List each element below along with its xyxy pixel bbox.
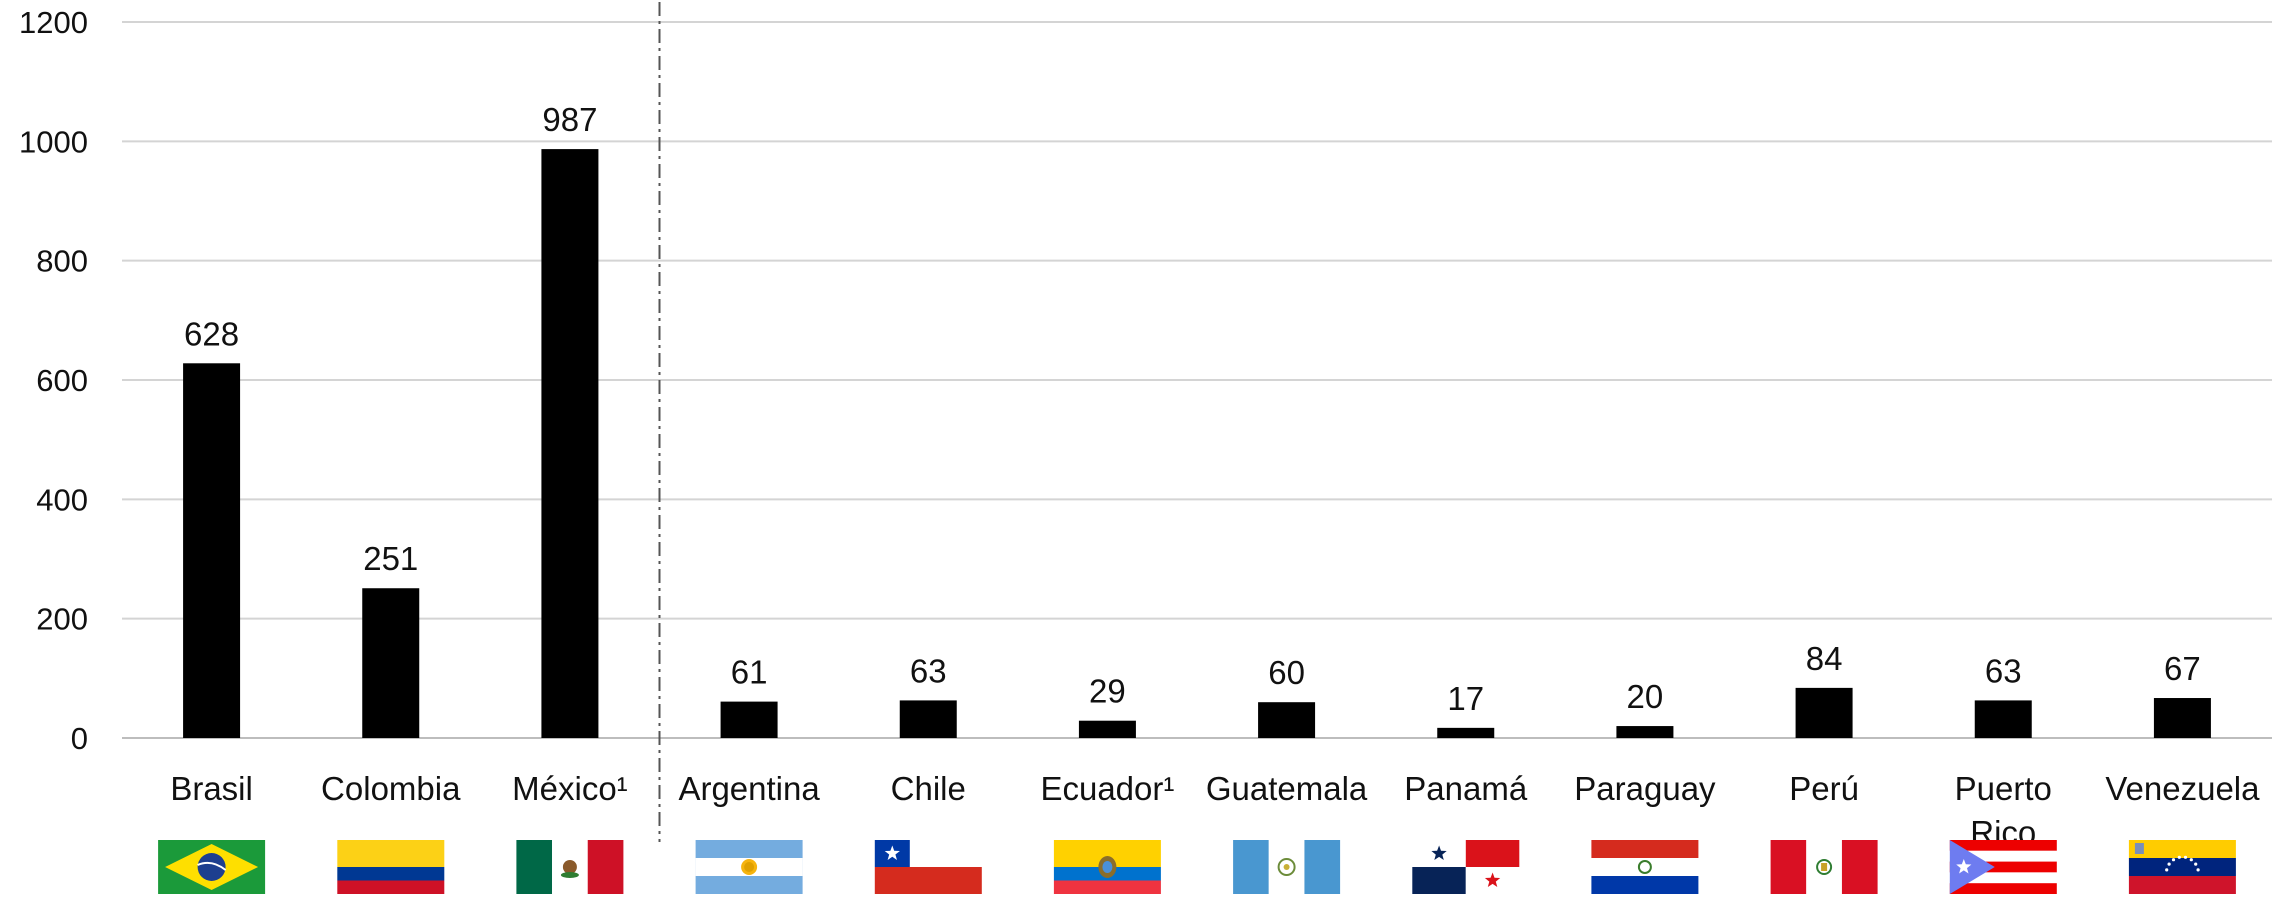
gridlines: [122, 21, 2272, 739]
chile-flag-icon: [874, 840, 982, 894]
category-label-paraguay: Paraguay: [1574, 770, 1716, 807]
category-label-argentina: Argentina: [678, 770, 820, 807]
venezuela-flag-icon: [2128, 840, 2236, 894]
bar-brasil: [183, 363, 241, 738]
data-label-peru: 84: [1806, 640, 1843, 677]
data-label-ecuador: 29: [1089, 673, 1126, 710]
category-label-mexico: México¹: [512, 770, 628, 807]
y-tick-label-1000: 1000: [19, 124, 88, 159]
argentina-flag-icon: [695, 840, 803, 894]
guatemala-flag-icon: [1233, 840, 1341, 894]
data-label-colombia: 251: [363, 540, 418, 577]
puerto-rico-flag-icon: [1949, 840, 2057, 894]
category-label-colombia: Colombia: [321, 770, 461, 807]
data-label-chile: 63: [910, 652, 947, 689]
bar-ecuador: [1078, 720, 1136, 738]
category-label-brasil: Brasil: [170, 770, 253, 807]
data-label-guatemala: 60: [1268, 654, 1305, 691]
data-label-mexico: 987: [542, 101, 597, 138]
colombia-flag-icon: [337, 840, 445, 894]
y-tick-label-400: 400: [36, 482, 88, 517]
bars: [183, 149, 2211, 739]
mexico-flag-icon: [516, 840, 624, 894]
data-label-brasil: 628: [184, 315, 239, 352]
flag-icons: [158, 840, 2236, 894]
y-tick-label-600: 600: [36, 363, 88, 398]
panama-flag-icon: [1412, 840, 1520, 894]
data-labels: 628 251 987 61 63 29 60 17 20 84 63 67: [184, 101, 2201, 717]
category-label-guatemala: Guatemala: [1206, 770, 1368, 807]
data-label-puerto-rico: 63: [1985, 652, 2022, 689]
bar-guatemala: [1258, 702, 1316, 738]
bar-colombia: [362, 588, 420, 738]
y-tick-label-0: 0: [71, 721, 88, 756]
category-label-venezuela: Venezuela: [2105, 770, 2260, 807]
bar-paraguay: [1616, 726, 1674, 738]
data-label-paraguay: 20: [1627, 678, 1664, 715]
y-axis-tick-labels: 0 200 400 600 800 1000 1200: [19, 5, 88, 756]
peru-flag-icon: [1770, 840, 1878, 894]
bar-panama: [1437, 727, 1495, 738]
paraguay-flag-icon: [1591, 840, 1699, 894]
y-tick-label-800: 800: [36, 244, 88, 279]
data-label-panama: 17: [1447, 680, 1484, 717]
bar-peru: [1795, 687, 1853, 738]
y-tick-label-1200: 1200: [19, 5, 88, 40]
bar-venezuela: [2153, 698, 2211, 738]
category-label-ecuador: Ecuador¹: [1040, 770, 1174, 807]
ecuador-flag-icon: [1053, 840, 1161, 894]
bar-puerto-rico: [1974, 700, 2032, 738]
category-labels: Brasil Colombia México¹ Argentina Chile Ecuad…: [170, 770, 2260, 851]
category-label-peru: Perú: [1789, 770, 1859, 807]
bar-argentina: [720, 701, 778, 738]
category-label-chile: Chile: [891, 770, 966, 807]
bar-chile: [899, 700, 957, 738]
y-tick-label-200: 200: [36, 602, 88, 637]
data-label-venezuela: 67: [2164, 650, 2201, 687]
category-label-puerto-rico: Puerto Rico: [1955, 770, 2052, 851]
brazil-flag-icon: [158, 840, 266, 894]
category-label-panama: Panamá: [1404, 770, 1528, 807]
bar-mexico: [541, 149, 599, 739]
data-label-argentina: 61: [731, 654, 768, 691]
